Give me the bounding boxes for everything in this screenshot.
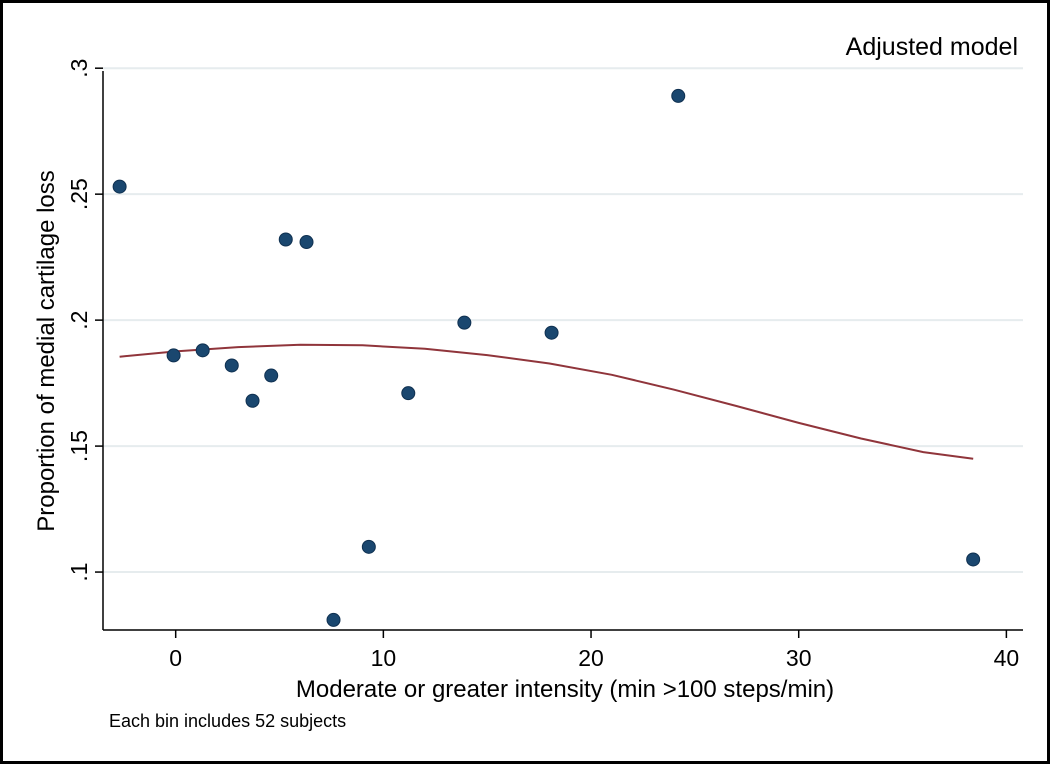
y-tick-label-1: .15 — [66, 430, 92, 462]
chart-background — [3, 3, 1047, 761]
data-point-11 — [457, 315, 472, 330]
x-tick-label-3: 30 — [786, 645, 812, 671]
data-point-9 — [361, 539, 376, 554]
data-points — [112, 88, 981, 627]
x-axis-title: Moderate or greater intensity (min >100 … — [296, 676, 834, 703]
x-tick-label-2: 20 — [578, 645, 604, 671]
y-tick-label-2: .2 — [66, 311, 92, 330]
data-point-8 — [326, 612, 341, 627]
chart-frame: .1 .15 .2 .25 .3 0 10 20 30 40 Adjusted model Mod… — [3, 3, 1047, 761]
fit-line — [119, 343, 974, 460]
data-point-7 — [299, 235, 314, 250]
y-tick-label-3: .25 — [66, 178, 92, 210]
data-point-13 — [671, 88, 686, 103]
x-tick-label-0: 0 — [169, 645, 182, 671]
chart-subtitle: Adjusted model — [846, 33, 1018, 61]
data-point-5 — [264, 368, 279, 383]
gridlines — [103, 67, 1023, 574]
data-point-4 — [245, 393, 260, 408]
y-axis-title: Proportion of medial cartilage loss — [33, 170, 60, 532]
scatter-chart: .1 .15 .2 .25 .3 0 10 20 30 40 Adjusted model Mod… — [3, 3, 1047, 761]
data-point-1 — [166, 348, 181, 363]
data-point-3 — [224, 358, 239, 373]
data-point-2 — [195, 343, 210, 358]
x-tick-label-4: 40 — [994, 645, 1020, 671]
chart-note: Each bin includes 52 subjects — [109, 711, 346, 731]
data-point-10 — [401, 386, 416, 401]
data-point-0 — [112, 179, 127, 194]
y-tick-label-4: .3 — [66, 59, 92, 78]
fit-line-group — [119, 343, 974, 460]
data-point-6 — [278, 232, 293, 247]
data-point-14 — [966, 552, 981, 567]
x-tick-label-1: 10 — [371, 645, 397, 671]
data-point-12 — [544, 325, 559, 340]
y-tick-label-0: .1 — [66, 562, 92, 581]
axes: .1 .15 .2 .25 .3 0 10 20 30 40 — [66, 59, 1023, 671]
